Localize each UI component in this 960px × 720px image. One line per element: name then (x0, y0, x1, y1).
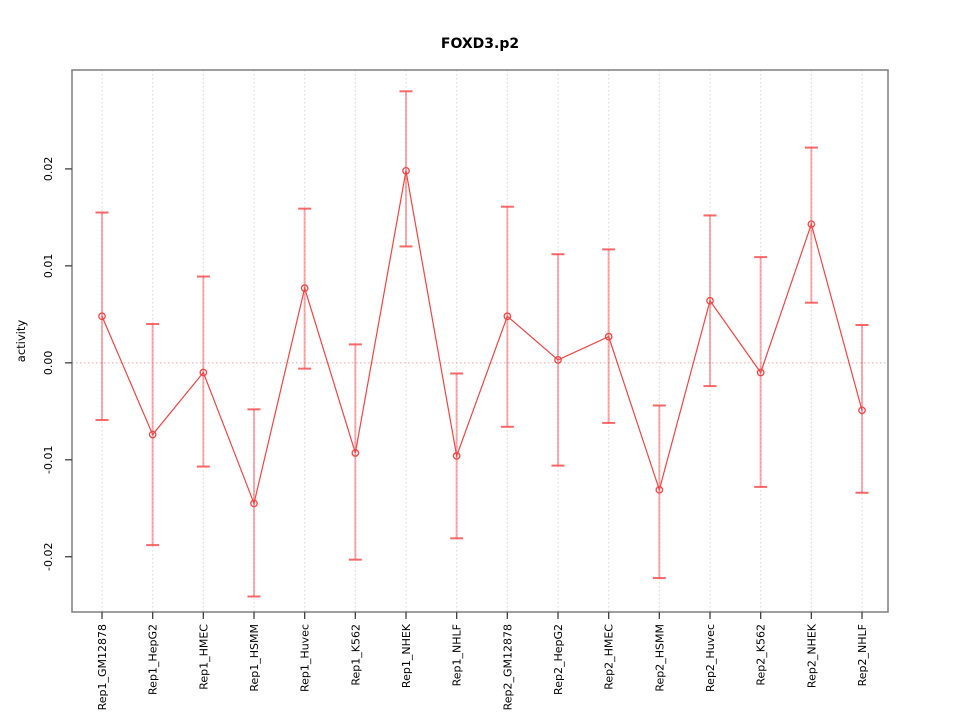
y-axis-title: activity (14, 320, 28, 363)
data-point (300, 284, 309, 293)
data-point (503, 312, 512, 321)
data-point (199, 368, 208, 377)
y-tick-label: -0.01 (42, 446, 55, 474)
x-tick-label: Rep2_NHLF (856, 624, 869, 686)
x-tick-label: Rep1_NHEK (400, 623, 413, 688)
data-point (858, 406, 866, 415)
x-axis: Rep1_GM12878 Rep1_HepG2 Rep1_HMEC Rep1_HSMM… (96, 612, 869, 710)
data-point (250, 499, 258, 508)
data-points (98, 166, 866, 508)
plot-border (71, 69, 889, 613)
data-point (148, 430, 157, 439)
x-tick-label: Rep2_Huvec (704, 624, 717, 692)
series-polyline (101, 170, 863, 506)
data-point (554, 356, 562, 364)
x-tick-label: Rep2_NHEK (805, 623, 818, 688)
x-tick-label: Rep1_Huvec (299, 624, 312, 692)
x-tick-label: Rep1_HSMM (248, 624, 261, 692)
data-point (402, 166, 410, 175)
x-tick-label: Rep2_HMEC (603, 624, 616, 690)
x-tick-label: Rep2_K562 (755, 624, 768, 686)
data-point (655, 485, 664, 494)
x-tick-label: Rep1_HepG2 (147, 624, 160, 695)
plot-grid (101, 70, 863, 612)
data-point (98, 312, 106, 321)
data-point (706, 296, 714, 305)
x-tick-label: Rep1_K562 (349, 624, 362, 686)
x-tick-label: Rep1_NHLF (451, 624, 464, 686)
data-point (604, 332, 613, 341)
data-point (452, 452, 461, 460)
plot-box (71, 69, 889, 613)
x-tick-label: Rep2_HepG2 (552, 624, 565, 695)
y-tick-label: 0.01 (42, 254, 55, 279)
y-tick-label: 0.00 (42, 351, 55, 376)
data-point (351, 449, 360, 457)
data-point (756, 368, 765, 377)
x-tick-label: Rep1_GM12878 (96, 624, 109, 710)
y-axis: -0.02 -0.01 0.00 0.01 0.02 (42, 157, 72, 571)
x-tick-label: Rep1_HMEC (197, 624, 210, 690)
error-bars (95, 90, 869, 598)
x-tick-label: Rep2_HSMM (653, 624, 666, 692)
y-tick-label: -0.02 (42, 542, 55, 570)
y-tick-label: 0.02 (42, 157, 55, 182)
x-tick-label: Rep2_GM12878 (501, 624, 514, 710)
series-line (101, 170, 863, 506)
data-point (807, 220, 816, 229)
chart-title: FOXD3.p2 (441, 36, 519, 52)
